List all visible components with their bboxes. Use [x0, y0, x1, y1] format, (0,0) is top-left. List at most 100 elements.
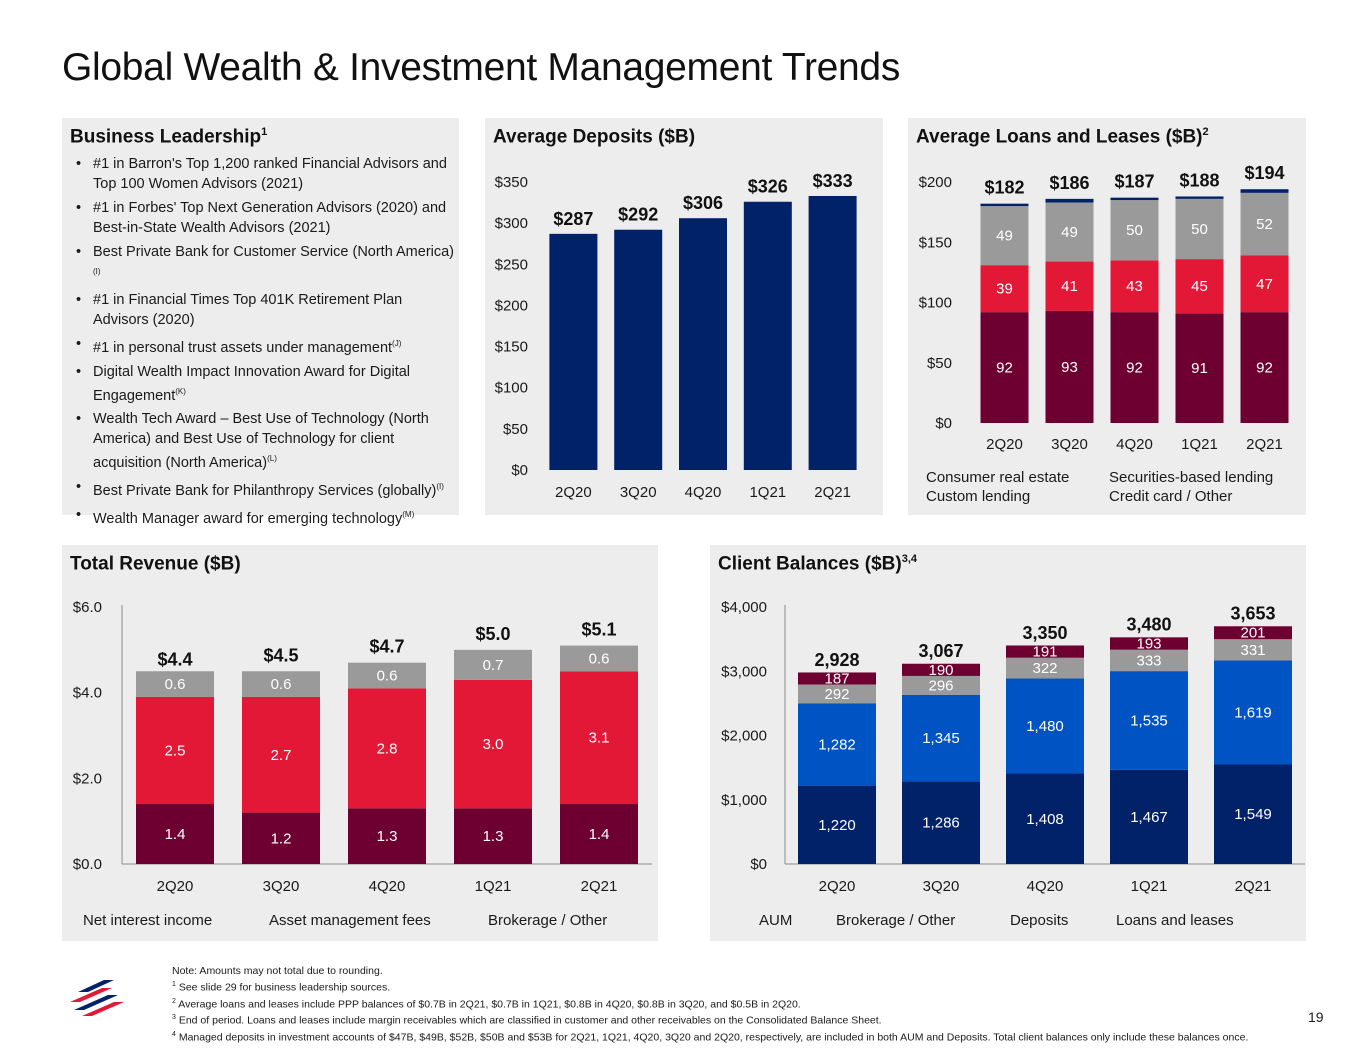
segment-value-label: 331 [1240, 642, 1265, 659]
page-title: Global Wealth & Investment Management Tr… [62, 46, 901, 89]
x-tick-label: 2Q20 [819, 878, 856, 895]
x-tick-label: 3Q20 [923, 878, 960, 895]
balances-legend-brokerage-other: Brokerage / Other [836, 912, 956, 929]
bar-segment [1214, 639, 1292, 661]
bar-segment [1214, 764, 1292, 864]
bar-total-label: $188 [1179, 170, 1219, 190]
bar-segment [1045, 202, 1094, 262]
y-tick-label: $6.0 [73, 599, 102, 616]
footnote: 4 Managed deposits in investment account… [172, 1030, 1249, 1044]
loans-legend-custom-lending: Custom lending [926, 488, 1031, 505]
bar-segment [454, 649, 532, 680]
bar-segment [560, 671, 638, 805]
loans-legend-credit-card-other: Credit card / Other [1109, 488, 1233, 505]
footnote: Note: Amounts may not total due to round… [172, 965, 383, 977]
x-tick-label: 2Q20 [157, 878, 194, 895]
bar-segment [1045, 198, 1094, 203]
segment-value-label: 92 [1126, 360, 1143, 377]
bar-total-label: $182 [984, 178, 1024, 198]
y-tick-label: $200 [495, 297, 528, 314]
client-balances-chart: $0 $1,000 $2,000 $3,000 $4,000 2Q20 1,220 1,282… [721, 599, 1305, 895]
segment-value-label: 1,286 [922, 815, 960, 832]
bar-total-label: $5.0 [475, 624, 510, 644]
bar-segment [1006, 678, 1084, 774]
x-tick-label: 1Q21 [749, 484, 786, 501]
bar-segment [1110, 197, 1159, 201]
y-tick-label: $0.0 [73, 856, 102, 873]
segment-value-label: 1,467 [1130, 809, 1168, 826]
bar-segment [902, 663, 980, 676]
x-tick-label: 3Q20 [1051, 436, 1088, 453]
segment-value-label: 1.3 [483, 828, 504, 845]
segment-value-label: 41 [1061, 278, 1078, 295]
bar-segment [1175, 313, 1224, 423]
segment-value-label: 50 [1126, 222, 1143, 239]
segment-value-label: 3.1 [589, 730, 610, 747]
bar [679, 218, 727, 470]
balances-legend-aum: AUM [759, 912, 793, 929]
bar-segment [242, 696, 320, 813]
balances-legend-loans-and-leases: Loans and leases [1116, 912, 1234, 929]
segment-value-label: 1,345 [922, 730, 960, 747]
bar-segment [1214, 626, 1292, 640]
bar-segment [454, 679, 532, 809]
bar-segment [1240, 255, 1289, 313]
y-tick-label: $4,000 [721, 599, 767, 616]
segment-value-label: 91 [1191, 360, 1208, 377]
bar-total-label: $4.5 [263, 645, 298, 665]
segment-value-label: 322 [1032, 660, 1057, 677]
bar-segment [560, 804, 638, 864]
segment-value-label: 1,408 [1026, 811, 1064, 828]
bar-segment [1110, 649, 1188, 672]
bar [808, 195, 857, 470]
business-leadership-title: Business Leadership1 [70, 126, 268, 148]
page-number: 19 [1308, 1009, 1324, 1025]
segment-value-label: 92 [1256, 360, 1273, 377]
segment-value-label: 1,549 [1234, 806, 1272, 823]
bar-segment [560, 645, 638, 672]
bar-segment [454, 808, 532, 864]
segment-value-label: 187 [824, 670, 849, 687]
footnotes: Note: Amounts may not total due to round… [172, 965, 1292, 1044]
y-tick-label: $150 [919, 234, 952, 251]
leadership-item: #1 in personal trust assets under manage… [74, 334, 455, 358]
x-tick-label: 2Q21 [1246, 436, 1283, 453]
bar-total-label: 3,067 [918, 641, 963, 661]
bar-segment [1175, 198, 1224, 260]
segment-value-label: 1.4 [165, 826, 186, 843]
leadership-item: Digital Wealth Impact Innovation Award f… [74, 362, 455, 406]
bar-segment [348, 688, 426, 809]
bar-segment [1045, 310, 1094, 423]
segment-value-label: 1.2 [271, 830, 292, 847]
bar-value-label: $306 [683, 193, 723, 213]
bar-total-label: $186 [1049, 173, 1089, 193]
x-tick-label: 1Q21 [1131, 878, 1168, 895]
average-deposits-title: Average Deposits ($B) [493, 126, 696, 148]
bar-segment [1006, 773, 1084, 864]
average-deposits-chart: $0 $50 $100 $150 $200 $250 $300 $350 2Q20 $287 3Q2… [495, 171, 857, 501]
segment-value-label: 2.5 [165, 742, 186, 759]
segment-value-label: 201 [1240, 625, 1265, 642]
bar [549, 233, 598, 470]
bar-segment [1110, 260, 1159, 313]
segment-value-label: 52 [1256, 216, 1273, 233]
revenue-legend-asset-management-fees: Asset management fees [269, 912, 431, 929]
y-tick-label: $2.0 [73, 770, 102, 787]
x-tick-label: 4Q20 [1116, 436, 1153, 453]
x-tick-label: 1Q21 [1181, 436, 1218, 453]
bar-segment [1110, 637, 1188, 650]
bar-segment [798, 785, 876, 864]
segment-value-label: 47 [1256, 276, 1273, 293]
average-loans-panel: Average Loans and Leases ($B)2 $0 $50 $100… [908, 118, 1306, 515]
segment-value-label: 50 [1191, 221, 1208, 238]
bar-segment [1110, 671, 1188, 770]
leadership-item: #1 in Barron's Top 1,200 ranked Financia… [74, 154, 455, 194]
segment-value-label: 1,282 [818, 736, 856, 753]
bar-value-label: $292 [618, 205, 658, 225]
logo-stripes [70, 980, 124, 1016]
segment-value-label: 1,480 [1026, 718, 1064, 735]
average-deposits-panel: Average Deposits ($B) $0 $50 $100 $150 $200 $… [485, 118, 883, 515]
total-revenue-panel: Total Revenue ($B) $0.0 $2.0 $4.0 $6.0 2Q20 1… [62, 545, 658, 941]
bar-segment [1240, 312, 1289, 423]
bar-segment [242, 671, 320, 697]
